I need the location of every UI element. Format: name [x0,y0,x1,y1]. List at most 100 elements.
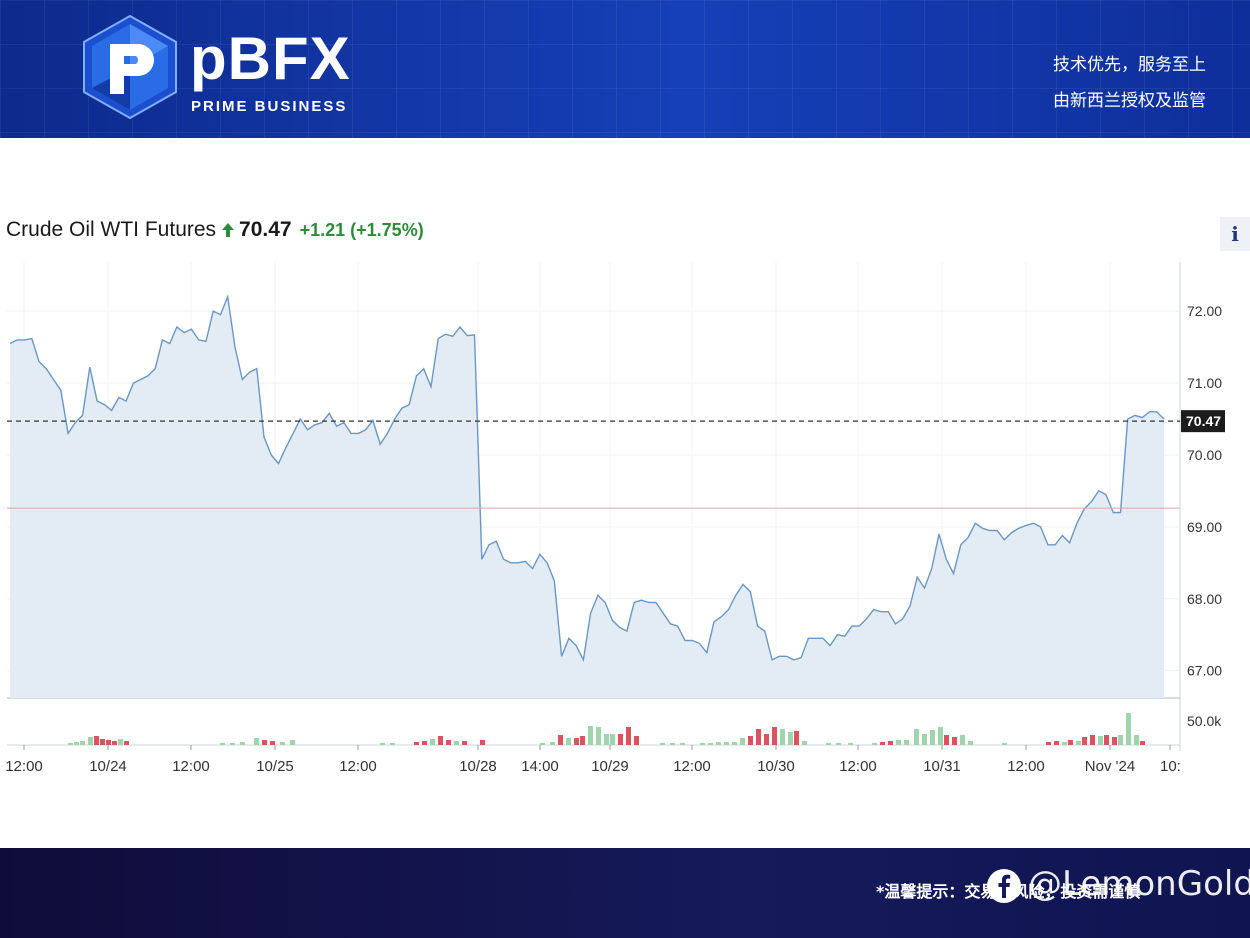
x-tick-label: 12:00 [673,758,711,775]
volume-bar [748,736,753,745]
volume-bar [290,740,295,745]
volume-bar [872,743,877,745]
volume-bar [938,727,943,745]
volume-bar [422,741,427,745]
volume-bar [896,740,901,745]
volume-bar [826,743,831,745]
volume-bar [480,740,485,745]
volume-bar [1126,713,1131,745]
brand-banner: pBFX PRIME BUSINESS 技术优先，服务至上 由新西兰授权及监管 [0,0,1250,138]
brand-logo-subtitle: PRIME BUSINESS [191,98,348,115]
volume-bars [68,713,1145,745]
volume-bar [112,741,117,745]
x-tick-label: 12:00 [339,758,377,775]
volume-bar [1054,741,1059,745]
volume-bar [848,743,853,745]
footer-banner: *温馨提示：交易有风险，投资需谨慎 @LemonGold [0,848,1250,938]
volume-bar [888,741,893,745]
volume-bar [280,742,285,745]
volume-bar [100,739,105,745]
volume-bar [626,727,631,745]
y-axis: 72.00 71.00 70.00 69.00 68.00 67.00 50.0k [1187,303,1222,729]
volume-bar [922,734,927,745]
volume-bar [1062,742,1067,745]
volume-bar [454,741,459,745]
volume-bar [968,741,973,745]
x-tick-label: 14:00 [521,758,559,775]
volume-bar [588,726,593,745]
volume-bar [118,739,123,745]
volume-bar [390,743,395,745]
volume-bar [756,729,761,745]
volume-bar [1098,736,1103,745]
price-chart: 72.00 71.00 70.00 69.00 68.00 67.00 50.0k 70.4… [5,262,1225,775]
y-tick-label: 68.00 [1187,591,1222,607]
volume-bar [438,736,443,745]
volume-bar [904,740,909,745]
volume-tick-label: 50.0k [1187,713,1222,729]
volume-bar [540,743,545,745]
volume-bar [634,736,639,745]
up-arrow-icon [222,223,235,237]
volume-bar [1134,735,1139,745]
volume-bar [430,739,435,745]
current-price-tag: 70.47 [1181,410,1225,433]
y-tick-label: 67.00 [1187,663,1222,679]
volume-bar [446,740,451,745]
brand-logo-text: pBFX [190,25,351,92]
last-price: 70.47 [239,218,292,241]
volume-bar [254,738,259,745]
volume-bar [772,727,777,745]
volume-bar [952,737,957,745]
volume-bar [930,730,935,745]
banner-tagline-2: 由新西兰授权及监管 [1053,91,1206,111]
volume-bar [1112,737,1117,745]
volume-bar [1140,741,1145,745]
volume-bar [230,743,235,745]
x-axis: 12:00 10/24 12:00 10/25 12:00 10/28 14:00 10/29… [5,745,1181,775]
x-tick-label: 12:00 [172,758,210,775]
x-tick-label: 10: [1160,758,1181,775]
current-price-label: 70.47 [1186,413,1221,429]
info-button[interactable]: i [1220,217,1250,251]
x-tick-label: 12:00 [1007,758,1045,775]
volume-bar [106,740,111,745]
volume-bar [716,742,721,745]
instrument-name: Crude Oil WTI Futures [6,218,217,241]
volume-bar [596,727,601,745]
x-tick-label: 10/29 [591,758,629,775]
volume-bar [558,735,563,745]
volume-bar [124,741,129,745]
volume-bar [604,734,609,745]
volume-bar [262,740,267,745]
volume-bar [944,735,949,745]
volume-bar [670,743,675,745]
volume-bar [618,734,623,745]
volume-bar [732,742,737,745]
volume-bar [960,735,965,745]
volume-bar [574,738,579,745]
y-tick-label: 71.00 [1187,375,1222,391]
volume-bar [802,741,807,745]
chart-header: Crude Oil WTI Futures 70.47 +1.21 (+1.75… [6,216,424,244]
volume-bar [462,741,467,745]
volume-bar [414,742,419,745]
volume-bar [708,743,713,745]
volume-bar [240,742,245,745]
volume-bar [1068,740,1073,745]
volume-bar [914,729,919,745]
price-line [9,294,1165,663]
volume-bar [610,734,615,745]
price-change: +1.21 (+1.75%) [299,219,424,240]
watermark-text: @LemonGold [1028,864,1250,904]
volume-bar [1082,737,1087,745]
volume-bar [1118,735,1123,745]
x-tick-label: 10/25 [256,758,294,775]
volume-bar [880,742,885,745]
volume-bar [1046,742,1051,745]
facebook-icon [987,869,1021,903]
y-tick-label: 69.00 [1187,519,1222,535]
volume-bar [68,743,73,745]
volume-bar [1076,741,1081,745]
volume-bar [74,742,79,745]
